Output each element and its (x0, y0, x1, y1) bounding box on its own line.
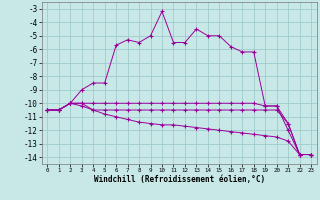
X-axis label: Windchill (Refroidissement éolien,°C): Windchill (Refroidissement éolien,°C) (94, 175, 265, 184)
